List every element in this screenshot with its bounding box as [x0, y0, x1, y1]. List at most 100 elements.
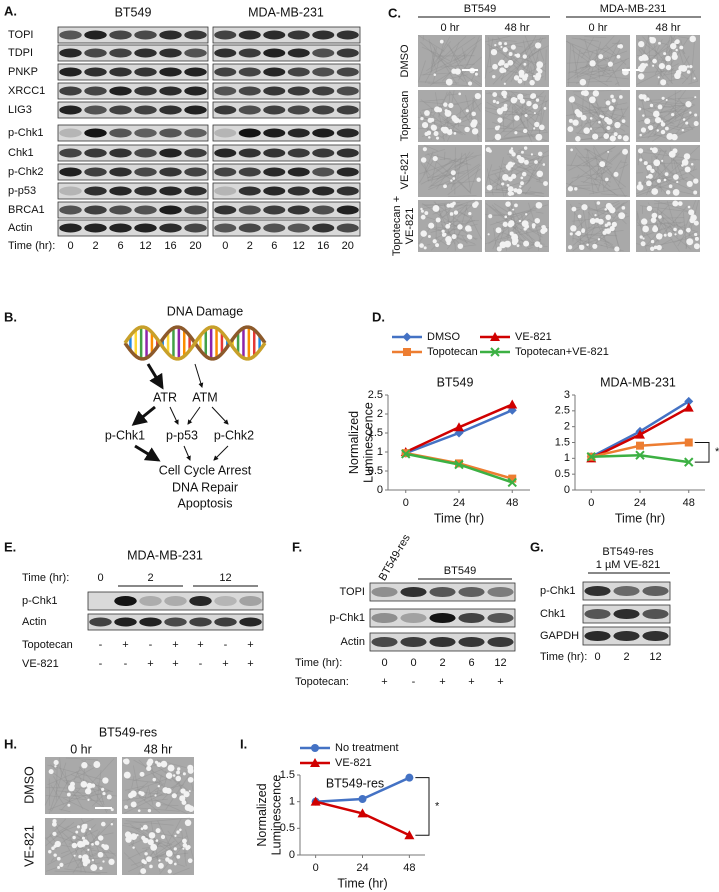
blot-band	[214, 67, 237, 77]
cell	[589, 217, 596, 225]
cell	[591, 67, 610, 76]
cell	[430, 154, 472, 166]
label: MDA-MB-231	[248, 5, 324, 19]
y-tick-label: 1	[289, 796, 295, 808]
cell	[63, 797, 89, 812]
cell	[457, 243, 464, 249]
cell	[694, 96, 697, 99]
cell	[142, 844, 173, 849]
cell	[638, 107, 642, 111]
cell	[535, 98, 540, 102]
cell	[147, 758, 154, 765]
cell	[123, 852, 139, 867]
cell	[146, 856, 152, 863]
cell	[646, 149, 667, 196]
blot-band	[312, 167, 335, 177]
cell	[434, 106, 441, 113]
blot-band	[238, 128, 261, 138]
blot-band	[184, 128, 207, 138]
cell	[448, 44, 468, 85]
blot-band	[84, 86, 107, 96]
cell	[572, 119, 579, 126]
cell	[424, 211, 429, 215]
blot-band	[238, 30, 261, 40]
cell	[430, 46, 436, 65]
cell	[65, 763, 101, 784]
blot-band	[159, 205, 182, 215]
blot-band	[84, 128, 107, 138]
label: TDPI	[8, 47, 33, 59]
cell	[604, 186, 616, 195]
cell	[156, 762, 162, 768]
label: p-p53	[166, 428, 198, 442]
cell	[184, 819, 192, 827]
label: p-p53	[8, 185, 36, 197]
cell	[588, 99, 592, 140]
cell	[684, 166, 691, 173]
legend-marker	[310, 758, 320, 767]
cell	[652, 133, 670, 140]
cell	[496, 246, 502, 252]
cell	[679, 45, 684, 50]
blot-band	[134, 205, 157, 215]
cell	[611, 221, 617, 228]
arrow	[211, 406, 229, 425]
label: -	[199, 658, 203, 670]
cell	[130, 845, 187, 866]
cell	[573, 93, 629, 128]
blot-band	[84, 186, 107, 196]
cell	[147, 809, 152, 813]
cell	[47, 836, 103, 866]
cell	[594, 214, 597, 217]
cell	[488, 37, 492, 68]
label: p-Chk2	[214, 428, 254, 442]
cell	[417, 60, 426, 83]
cell	[522, 75, 528, 81]
cell	[427, 172, 465, 178]
cell	[498, 94, 538, 124]
cell	[598, 54, 604, 60]
cell	[493, 213, 510, 216]
cell	[140, 791, 145, 797]
cell	[654, 116, 662, 124]
label: -	[99, 639, 103, 651]
label: -	[99, 658, 103, 670]
cell	[585, 51, 594, 68]
cell	[447, 168, 481, 196]
blot-band	[613, 630, 640, 642]
cell	[430, 58, 434, 71]
blot-band	[159, 86, 182, 96]
cell	[491, 155, 549, 172]
cell	[495, 227, 502, 234]
cell	[123, 806, 180, 812]
cell	[93, 761, 101, 768]
cell	[518, 69, 525, 76]
cell	[426, 36, 476, 72]
cell	[690, 162, 694, 166]
cell	[437, 91, 448, 118]
blot-band	[336, 30, 359, 40]
cell	[102, 860, 105, 863]
cell	[445, 223, 451, 229]
blot-band	[159, 223, 182, 233]
cell	[458, 92, 462, 96]
blot-band	[263, 186, 286, 196]
cell	[45, 851, 101, 872]
cell	[59, 844, 116, 855]
blot-band	[214, 167, 237, 177]
cell	[428, 38, 436, 69]
cell	[676, 181, 679, 184]
cell	[661, 159, 664, 162]
label: 2	[623, 651, 629, 663]
label: 20	[342, 240, 354, 252]
cell	[693, 121, 699, 127]
cell	[455, 152, 474, 169]
cell	[450, 174, 457, 191]
cell	[513, 99, 549, 121]
cell	[488, 91, 541, 117]
cell	[449, 212, 454, 216]
blot-band	[214, 105, 237, 115]
cell	[583, 146, 615, 167]
cell	[183, 842, 187, 846]
cell	[538, 176, 541, 183]
